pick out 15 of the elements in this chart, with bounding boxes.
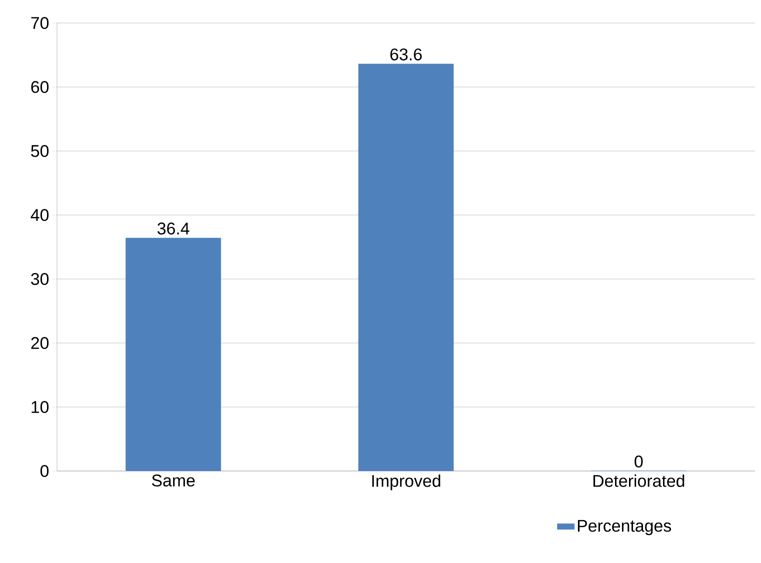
y-tick-label: 10 bbox=[32, 401, 49, 413]
y-tick-label: 60 bbox=[31, 81, 49, 93]
data-label: 0 bbox=[634, 455, 643, 468]
y-tick-label: 0 bbox=[40, 465, 49, 477]
y-tick-label: 30 bbox=[31, 273, 49, 285]
legend-label: Percentages bbox=[578, 520, 672, 536]
y-tick-label: 40 bbox=[30, 209, 49, 221]
data-label: 63.6 bbox=[390, 48, 422, 60]
x-tick-label: Deteriorated bbox=[593, 474, 684, 487]
y-tick-label: 20 bbox=[31, 337, 49, 349]
y-tick-label: 50 bbox=[31, 145, 49, 157]
x-tick-label: Improved bbox=[372, 474, 440, 490]
x-tick-label: Same bbox=[152, 474, 195, 487]
y-tick-label: 70 bbox=[31, 17, 49, 29]
data-label: 36.4 bbox=[157, 222, 190, 235]
